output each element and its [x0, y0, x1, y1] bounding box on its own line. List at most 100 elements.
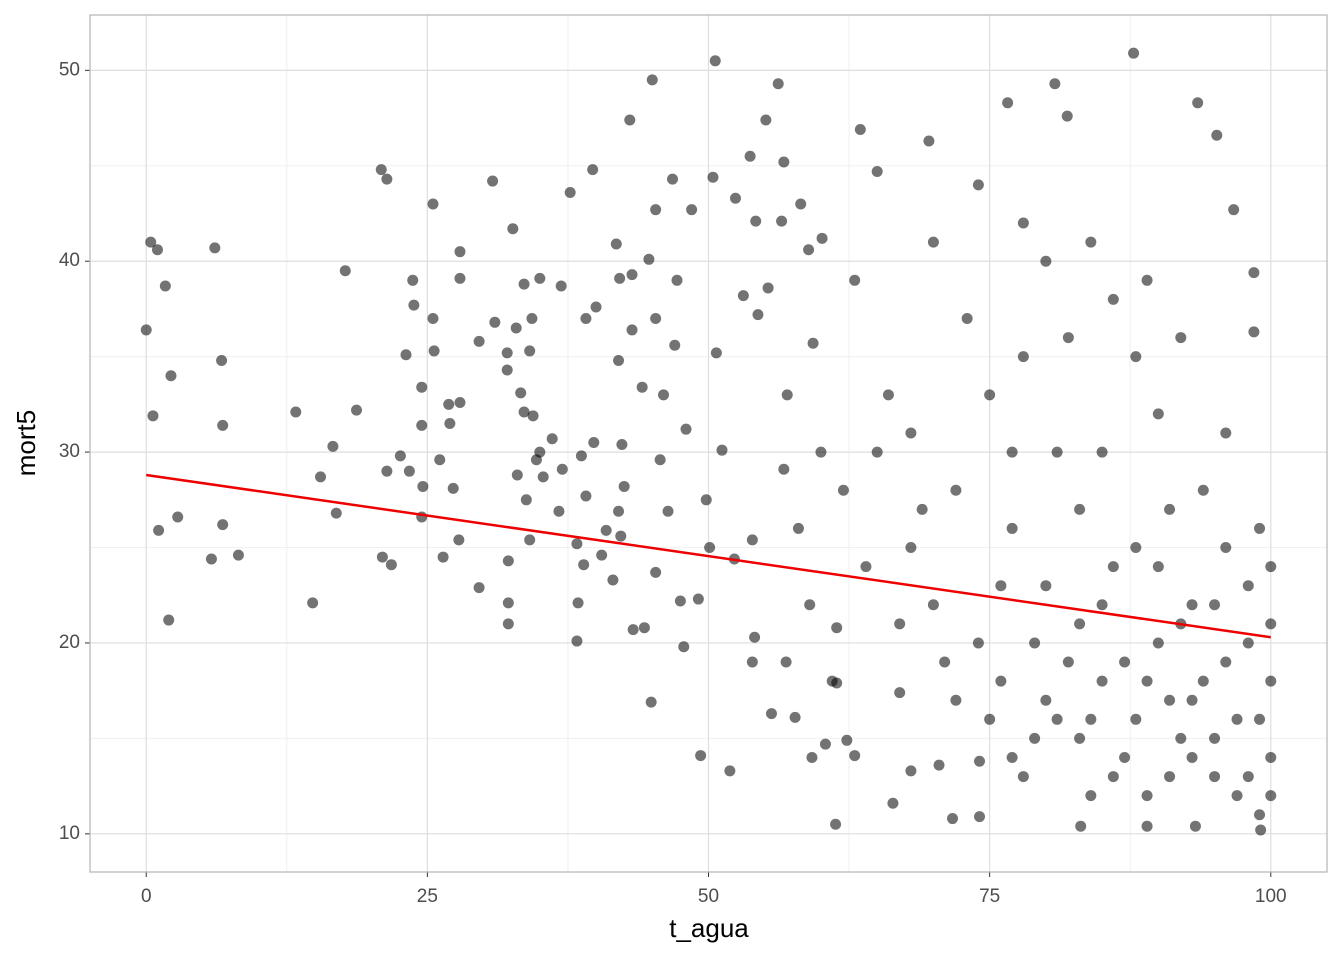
- point: [351, 404, 363, 416]
- point: [674, 595, 686, 607]
- point: [1209, 732, 1221, 744]
- x-tick-label: 25: [417, 886, 438, 907]
- point: [327, 440, 339, 452]
- point: [534, 272, 546, 284]
- point: [1186, 694, 1198, 706]
- point: [571, 635, 583, 647]
- point: [646, 74, 658, 86]
- point: [217, 419, 229, 431]
- point: [502, 618, 514, 630]
- point: [974, 755, 986, 767]
- point: [1096, 446, 1108, 458]
- point: [1130, 542, 1142, 554]
- point: [1074, 618, 1086, 630]
- point: [403, 465, 415, 477]
- point: [826, 675, 838, 687]
- point: [626, 269, 638, 281]
- point: [290, 406, 302, 418]
- y-tick-label: 40: [59, 250, 80, 271]
- point: [216, 354, 228, 366]
- point: [882, 389, 894, 401]
- point: [140, 324, 152, 336]
- point: [507, 223, 519, 235]
- point: [209, 242, 221, 254]
- point: [778, 156, 790, 168]
- point: [1107, 771, 1119, 783]
- point: [489, 316, 501, 328]
- point: [707, 171, 719, 183]
- point: [1209, 771, 1221, 783]
- point: [1040, 580, 1052, 592]
- y-axis-title: mort5: [11, 410, 41, 476]
- point: [887, 797, 899, 809]
- point: [172, 511, 184, 523]
- point: [165, 370, 177, 382]
- point: [678, 641, 690, 653]
- point: [950, 694, 962, 706]
- point: [974, 811, 986, 823]
- point: [654, 454, 666, 466]
- point: [1152, 408, 1164, 420]
- point: [400, 349, 412, 361]
- point: [1107, 293, 1119, 305]
- point: [1189, 820, 1201, 832]
- point: [669, 339, 681, 351]
- point: [780, 656, 792, 668]
- point: [1164, 694, 1176, 706]
- point: [580, 490, 592, 502]
- point: [692, 593, 704, 605]
- point: [1186, 599, 1198, 611]
- point: [1061, 110, 1073, 122]
- point: [762, 282, 774, 294]
- point: [217, 519, 229, 531]
- point: [1062, 656, 1074, 668]
- point: [1265, 618, 1277, 630]
- point: [151, 244, 163, 256]
- point: [1128, 47, 1140, 59]
- point: [710, 347, 722, 359]
- point: [1175, 732, 1187, 744]
- point: [416, 419, 428, 431]
- point: [1040, 255, 1052, 267]
- point: [1231, 790, 1243, 802]
- point: [729, 192, 741, 204]
- point: [1051, 713, 1063, 725]
- point: [587, 164, 599, 176]
- point: [159, 280, 171, 292]
- point: [578, 559, 590, 571]
- point: [1074, 503, 1086, 515]
- point: [680, 423, 692, 435]
- point: [502, 555, 514, 567]
- point: [795, 198, 807, 210]
- point: [1209, 599, 1221, 611]
- point: [1186, 751, 1198, 763]
- point: [667, 173, 679, 185]
- point: [381, 173, 393, 185]
- trend-line: [146, 473, 1271, 639]
- point: [871, 166, 883, 178]
- point: [1164, 503, 1176, 515]
- point: [1242, 580, 1254, 592]
- point: [1006, 751, 1018, 763]
- point: [600, 524, 612, 536]
- point: [408, 299, 420, 311]
- point: [749, 631, 761, 643]
- point: [473, 335, 485, 347]
- point: [1017, 351, 1029, 363]
- point: [615, 530, 627, 542]
- point: [927, 236, 939, 248]
- point: [1049, 78, 1061, 90]
- point: [614, 272, 626, 284]
- point: [1075, 820, 1087, 832]
- point: [744, 150, 756, 162]
- y-tick-label: 20: [59, 632, 80, 653]
- point: [1175, 332, 1187, 344]
- point: [232, 549, 244, 561]
- panel-border: [89, 14, 1328, 873]
- point: [772, 78, 784, 90]
- point: [1220, 542, 1232, 554]
- point: [613, 505, 625, 517]
- point: [1211, 129, 1223, 141]
- point: [1254, 522, 1266, 534]
- point: [381, 465, 393, 477]
